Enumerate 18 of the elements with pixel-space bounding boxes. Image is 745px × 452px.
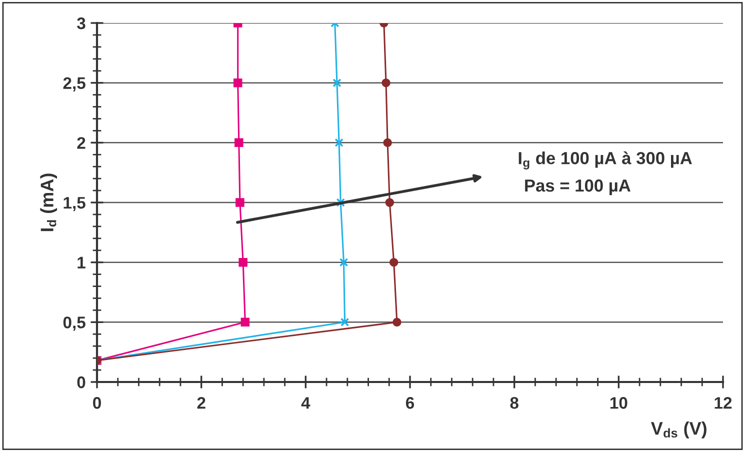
x-axis-title: V$_{ds}$ (V) [650,421,706,438]
y-tick-label: 1 [78,256,86,268]
x-tick-label: 12 [714,397,732,409]
x-tick-label: 0 [93,397,101,409]
x-tick-label: 10 [610,397,628,409]
annotation: I$_{g}$ de 100 µA à 300 µA [518,151,692,170]
y-tick-label: 0 [77,376,86,388]
y-tick-label: 2 [77,137,86,149]
x-tick-label: 6 [406,397,414,409]
y-tick-label: 1,5 [64,197,86,212]
x-tick-label: 2 [197,397,206,409]
y-tick-label: 3 [77,17,86,30]
y-axis-title: I$_{d}$ (mA) [40,174,58,232]
y-tick-label: 0,5 [63,316,86,331]
x-tick-label: 8 [510,397,518,409]
x-tick-label: 4 [301,397,310,409]
y-tick-label: 2,5 [63,77,86,92]
annotation: Pas = 100 µA [525,179,630,196]
